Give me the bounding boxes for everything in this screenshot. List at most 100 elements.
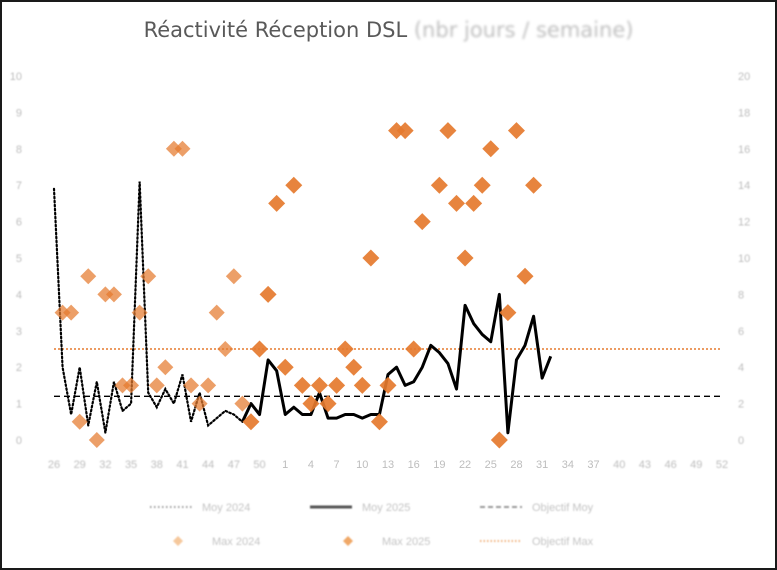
series-markers bbox=[54, 122, 543, 449]
y-left-tick-label: 10 bbox=[10, 71, 22, 83]
marker-max-2025 bbox=[353, 376, 371, 394]
marker-max-2024 bbox=[234, 395, 251, 412]
marker-max-2024 bbox=[131, 304, 148, 321]
marker-max-2024 bbox=[225, 268, 242, 285]
marker-max-2025 bbox=[516, 267, 534, 285]
series-line-moy-2024 bbox=[52, 181, 244, 433]
y-left-tick-label: 0 bbox=[16, 435, 22, 447]
y-right-tick-label: 8 bbox=[738, 289, 744, 301]
y-left-tick-label: 1 bbox=[16, 399, 22, 411]
legend-item: Max 2025 bbox=[343, 536, 430, 548]
x-tick-label: 4 bbox=[308, 459, 314, 471]
x-tick-label: 49 bbox=[690, 459, 702, 471]
marker-max-2025 bbox=[388, 122, 406, 140]
y-left-tick-label: 8 bbox=[16, 144, 22, 156]
marker-max-2024 bbox=[80, 268, 97, 285]
legend-label: Objectif Moy bbox=[532, 502, 594, 514]
x-tick-label: 38 bbox=[151, 459, 163, 471]
x-tick-label: 29 bbox=[74, 459, 86, 471]
y-right-tick-label: 6 bbox=[738, 326, 744, 338]
marker-max-2024 bbox=[191, 395, 208, 412]
title-main: Réactivité Réception DSL bbox=[143, 18, 408, 42]
x-tick-label: 43 bbox=[639, 459, 651, 471]
marker-max-2024 bbox=[183, 377, 200, 394]
y-left-tick-label: 5 bbox=[16, 253, 22, 265]
x-tick-label: 50 bbox=[253, 459, 265, 471]
x-axis: 26 29 32 35 38 41 44 47 50 1 4 7 10 13 16 19 22 25 28 31 34 3… bbox=[48, 459, 728, 471]
x-tick-label: 16 bbox=[408, 459, 420, 471]
marker-max-2024 bbox=[157, 359, 174, 376]
series-line-moy-2025 bbox=[241, 292, 553, 435]
marker-max-2024 bbox=[140, 268, 157, 285]
marker-max-2025 bbox=[499, 304, 517, 322]
y-left-tick-label: 2 bbox=[16, 362, 22, 374]
marker-max-2025 bbox=[302, 395, 320, 413]
y-left-tick-label: 6 bbox=[16, 217, 22, 229]
marker-max-2024 bbox=[63, 304, 80, 321]
marker-max-2025 bbox=[310, 376, 328, 394]
legend: Moy 2024 Moy 2025 Objectif Moy Max 2024 Max … bbox=[150, 502, 594, 548]
x-tick-label: 40 bbox=[613, 459, 625, 471]
y-right-tick-label: 20 bbox=[738, 71, 750, 83]
y-right-tick-label: 14 bbox=[738, 180, 750, 192]
marker-max-2024 bbox=[208, 304, 225, 321]
y-left-tick-label: 3 bbox=[16, 326, 22, 338]
marker-max-2024 bbox=[148, 377, 165, 394]
legend-item: Objectif Max bbox=[480, 536, 594, 548]
x-tick-label: 37 bbox=[587, 459, 599, 471]
title-unit: (nbr jours / semaine) bbox=[413, 18, 634, 42]
x-tick-label: 32 bbox=[99, 459, 111, 471]
marker-max-2024 bbox=[217, 341, 234, 357]
marker-max-2025 bbox=[465, 194, 483, 212]
y-right-tick-label: 18 bbox=[738, 107, 750, 119]
marker-max-2025 bbox=[345, 358, 363, 376]
marker-max-2024 bbox=[97, 286, 114, 303]
x-tick-label: 52 bbox=[716, 459, 728, 471]
marker-max-2025 bbox=[448, 194, 466, 212]
marker-max-2025 bbox=[405, 340, 423, 358]
y-right-axis: 0 2 4 6 8 10 12 14 16 18 20 bbox=[738, 71, 750, 447]
marker-max-2024 bbox=[200, 377, 217, 394]
legend-swatch bbox=[173, 536, 183, 546]
legend-label: Moy 2024 bbox=[202, 502, 250, 514]
series-lines bbox=[52, 181, 553, 435]
marker-max-2025 bbox=[413, 213, 431, 231]
marker-max-2024 bbox=[165, 140, 182, 157]
marker-max-2025 bbox=[490, 431, 508, 449]
marker-max-2025 bbox=[379, 376, 397, 394]
legend-swatch bbox=[343, 536, 353, 546]
marker-max-2025 bbox=[473, 176, 491, 194]
marker-max-2025 bbox=[525, 176, 543, 194]
x-tick-label: 41 bbox=[176, 459, 188, 471]
marker-max-2025 bbox=[285, 176, 303, 194]
y-left-tick-label: 7 bbox=[16, 180, 22, 192]
target-lines bbox=[54, 348, 722, 397]
marker-max-2025 bbox=[362, 249, 380, 267]
legend-label: Moy 2025 bbox=[362, 502, 410, 514]
x-tick-label: 31 bbox=[536, 459, 548, 471]
y-right-tick-label: 16 bbox=[738, 144, 750, 156]
legend-label: Max 2025 bbox=[382, 536, 430, 548]
marker-max-2024 bbox=[105, 286, 122, 303]
marker-max-2024 bbox=[88, 432, 105, 448]
marker-max-2025 bbox=[507, 122, 525, 140]
marker-max-2025 bbox=[268, 194, 286, 212]
y-right-tick-label: 2 bbox=[738, 399, 744, 411]
x-tick-label: 26 bbox=[48, 459, 60, 471]
marker-max-2025 bbox=[251, 340, 269, 358]
x-tick-label: 22 bbox=[459, 459, 471, 471]
x-tick-label: 25 bbox=[485, 459, 497, 471]
y-left-axis: 0 1 2 3 4 5 6 7 8 9 10 bbox=[10, 71, 22, 447]
x-tick-label: 19 bbox=[433, 459, 445, 471]
x-tick-label: 7 bbox=[334, 459, 340, 471]
legend-item: Moy 2025 bbox=[310, 502, 410, 514]
marker-max-2025 bbox=[370, 413, 388, 431]
marker-max-2024 bbox=[71, 413, 88, 430]
x-tick-label: 35 bbox=[125, 459, 137, 471]
marker-max-2025 bbox=[430, 176, 448, 194]
x-tick-label: 44 bbox=[202, 459, 214, 471]
legend-label: Max 2024 bbox=[212, 536, 260, 548]
marker-max-2025 bbox=[456, 249, 474, 267]
